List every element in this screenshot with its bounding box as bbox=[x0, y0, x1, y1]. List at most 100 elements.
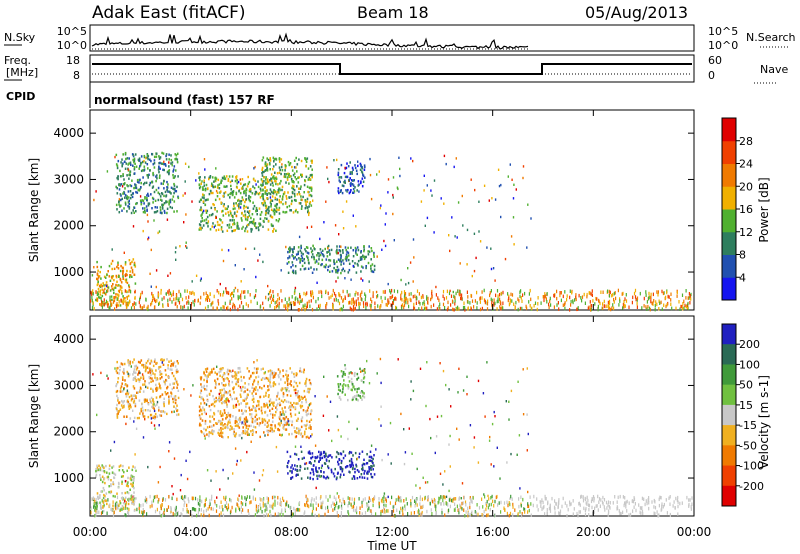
echo-cell bbox=[282, 375, 285, 378]
echo-cell bbox=[172, 492, 174, 496]
echo-cell bbox=[242, 412, 245, 415]
echo-cell bbox=[110, 483, 112, 486]
echo-cell bbox=[305, 384, 307, 388]
echo-cell bbox=[135, 202, 137, 206]
echo-cell bbox=[253, 379, 256, 382]
echo-cell bbox=[299, 294, 301, 299]
echo-cell bbox=[161, 192, 163, 195]
echo-cell bbox=[372, 468, 374, 471]
echo-cell bbox=[224, 497, 226, 502]
echo-cell bbox=[197, 498, 199, 502]
echo-cell bbox=[300, 195, 302, 198]
echo-cell bbox=[103, 298, 105, 302]
echo-cell bbox=[301, 397, 304, 400]
echo-cell bbox=[264, 371, 266, 374]
echo-cell bbox=[156, 415, 158, 418]
echo-cell bbox=[96, 413, 98, 417]
echo-cell bbox=[391, 288, 393, 293]
echo-cell bbox=[342, 371, 345, 374]
echo-cell bbox=[338, 292, 340, 296]
echo-cell bbox=[238, 366, 241, 370]
echo-cell bbox=[147, 155, 150, 158]
echo-cell bbox=[599, 504, 601, 508]
echo-cell bbox=[227, 426, 229, 430]
echo-cell bbox=[209, 292, 211, 296]
echo-cell bbox=[135, 190, 137, 194]
echo-cell bbox=[150, 360, 153, 364]
echo-cell bbox=[230, 191, 232, 195]
echo-cell bbox=[360, 180, 362, 183]
echo-cell bbox=[617, 288, 619, 293]
echo-cell bbox=[529, 495, 531, 499]
echo-cell bbox=[122, 269, 125, 272]
echo-cell bbox=[145, 205, 148, 208]
echo-cell bbox=[168, 360, 170, 363]
echo-cell bbox=[473, 232, 476, 235]
echo-cell bbox=[333, 298, 335, 302]
echo-cell bbox=[304, 462, 306, 466]
echo-cell bbox=[359, 258, 362, 261]
echo-cell bbox=[414, 504, 416, 508]
echo-cell bbox=[352, 300, 354, 304]
echo-cell bbox=[277, 303, 279, 308]
echo-cell bbox=[208, 432, 210, 435]
echo-cell bbox=[490, 502, 492, 507]
echo-cell bbox=[127, 372, 129, 375]
echo-cell bbox=[308, 424, 311, 427]
echo-cell bbox=[297, 297, 299, 302]
echo-cell bbox=[201, 219, 204, 223]
echo-cell bbox=[616, 500, 618, 504]
echo-cell bbox=[330, 295, 332, 299]
echo-cell bbox=[225, 287, 227, 290]
echo-cell bbox=[307, 190, 309, 194]
echo-cell bbox=[677, 512, 679, 516]
echo-cell bbox=[213, 404, 216, 408]
echo-cell bbox=[382, 496, 384, 501]
echo-cell bbox=[251, 398, 254, 401]
echo-cell bbox=[147, 202, 150, 205]
echo-cell bbox=[127, 491, 130, 495]
echo-cell bbox=[383, 510, 385, 514]
echo-cell bbox=[356, 378, 358, 381]
echo-cell bbox=[235, 176, 237, 179]
power-panel-frame bbox=[89, 109, 695, 311]
echo-cell bbox=[291, 432, 293, 436]
echo-cell bbox=[240, 182, 242, 185]
echo-cell bbox=[294, 430, 296, 434]
echo-cell bbox=[331, 270, 334, 273]
nave-tick-right-bottom: 0 bbox=[708, 69, 715, 82]
echo-cell bbox=[294, 452, 296, 456]
echo-cell bbox=[291, 186, 293, 190]
echo-cell bbox=[233, 430, 235, 434]
echo-cell bbox=[294, 270, 297, 273]
echo-cell bbox=[279, 415, 281, 418]
echo-cell bbox=[156, 377, 158, 380]
echo-cell bbox=[124, 297, 126, 300]
echo-cell bbox=[365, 255, 367, 259]
echo-cell bbox=[249, 221, 251, 224]
echo-cell bbox=[271, 401, 273, 404]
echo-cell bbox=[230, 184, 232, 188]
echo-cell bbox=[132, 500, 134, 503]
echo-cell bbox=[226, 397, 228, 400]
echo-cell bbox=[135, 395, 137, 398]
echo-cell bbox=[336, 415, 339, 418]
echo-cell bbox=[310, 247, 312, 250]
echo-cell bbox=[336, 271, 339, 274]
echo-cell bbox=[211, 225, 214, 228]
echo-cell bbox=[389, 289, 391, 293]
echo-cell bbox=[527, 490, 529, 494]
echo-cell bbox=[253, 295, 255, 300]
echo-cell bbox=[307, 210, 309, 214]
echo-cell bbox=[254, 165, 256, 169]
echo-cell bbox=[579, 503, 581, 507]
echo-cell bbox=[210, 403, 213, 406]
echo-cell bbox=[272, 156, 275, 159]
echo-cell bbox=[205, 375, 208, 378]
echo-cell bbox=[656, 302, 658, 307]
echo-cell bbox=[133, 263, 136, 267]
echo-cell bbox=[278, 171, 281, 174]
echo-cell bbox=[210, 431, 212, 435]
power-ylabel: Slant Range [km] bbox=[27, 158, 41, 262]
echo-cell bbox=[371, 465, 373, 468]
